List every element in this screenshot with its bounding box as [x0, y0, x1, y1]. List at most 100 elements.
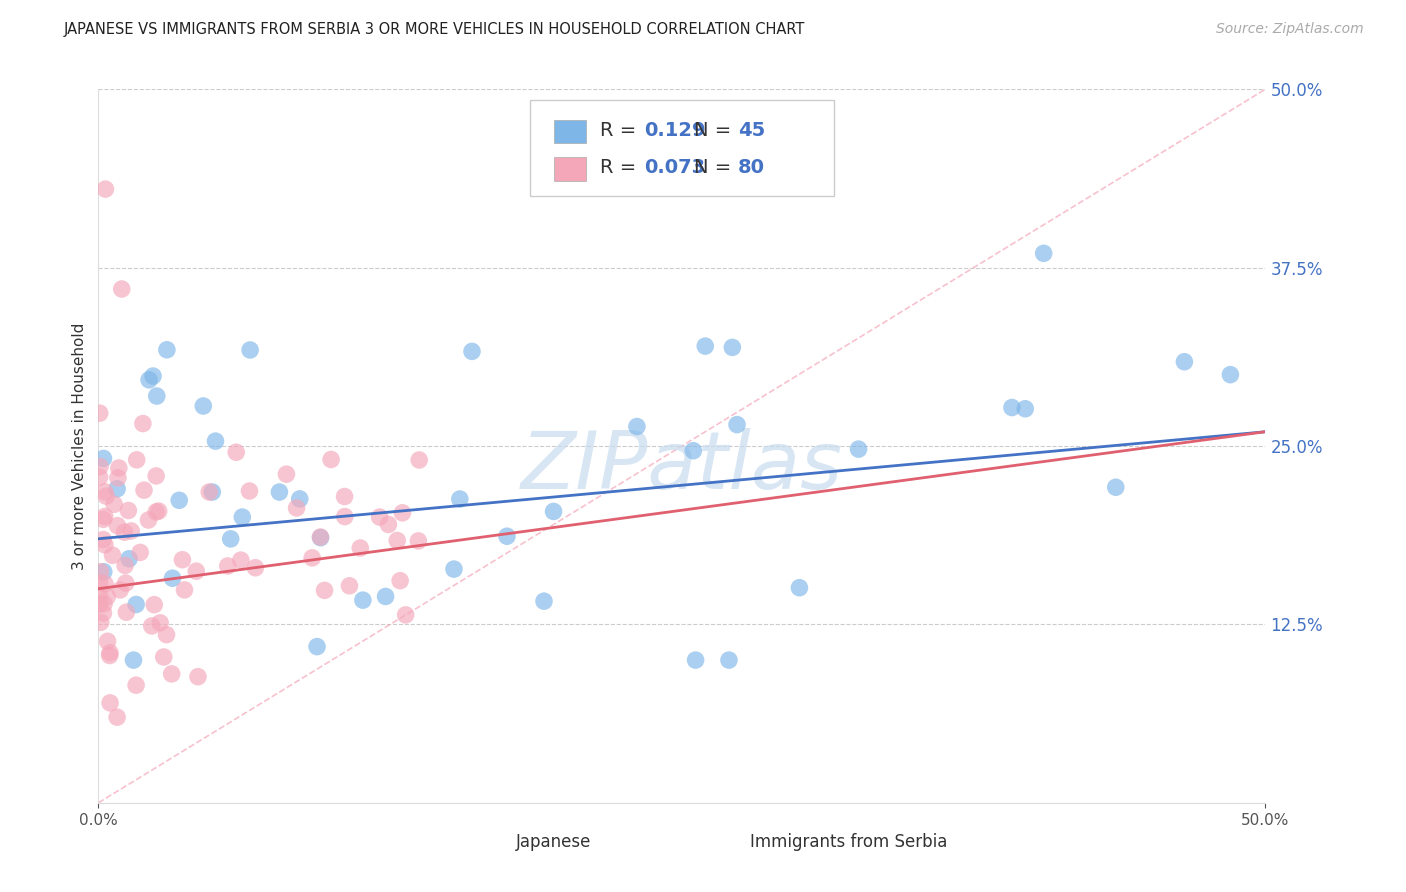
Text: 0.129: 0.129: [644, 121, 706, 140]
Point: [141, 619, 163, 633]
Point: [93, 451, 115, 466]
Point: [152, 650, 174, 665]
Point: [98, 648, 121, 663]
Point: [288, 491, 311, 506]
Point: [138, 373, 160, 387]
Point: [89, 470, 111, 484]
Point: [395, 607, 418, 622]
Point: [285, 500, 308, 515]
Point: [89, 597, 111, 611]
Point: [94, 576, 117, 591]
Point: [91, 533, 114, 547]
Point: [391, 506, 413, 520]
Point: [98, 696, 121, 710]
Point: [339, 579, 361, 593]
Point: [333, 509, 356, 524]
FancyBboxPatch shape: [554, 120, 586, 144]
FancyBboxPatch shape: [530, 100, 834, 196]
Text: N =: N =: [693, 158, 737, 178]
Point: [142, 369, 165, 384]
Point: [97, 634, 120, 648]
Point: [114, 558, 136, 573]
Point: [132, 417, 155, 431]
Point: [449, 491, 471, 506]
Point: [132, 483, 155, 497]
Point: [93, 565, 115, 579]
Point: [156, 343, 179, 357]
Point: [725, 417, 748, 432]
Point: [239, 343, 262, 357]
Point: [319, 452, 342, 467]
Point: [187, 670, 209, 684]
Point: [204, 434, 226, 449]
Point: [225, 445, 247, 459]
Text: JAPANESE VS IMMIGRANTS FROM SERBIA 3 OR MORE VEHICLES IN HOUSEHOLD CORRELATION C: JAPANESE VS IMMIGRANTS FROM SERBIA 3 OR …: [63, 22, 804, 37]
Text: 45: 45: [738, 121, 765, 140]
FancyBboxPatch shape: [554, 157, 586, 180]
Point: [533, 594, 555, 608]
Point: [89, 406, 111, 420]
Point: [314, 583, 336, 598]
Point: [309, 530, 332, 544]
Point: [125, 678, 148, 692]
Point: [98, 646, 121, 660]
Point: [93, 512, 115, 526]
Text: R =: R =: [600, 158, 643, 178]
Point: [108, 582, 131, 597]
Point: [717, 653, 740, 667]
Point: [89, 459, 111, 474]
Point: [117, 503, 139, 517]
Point: [238, 483, 260, 498]
Point: [229, 553, 252, 567]
Point: [89, 565, 111, 579]
Point: [685, 653, 707, 667]
Point: [101, 549, 124, 563]
Point: [374, 590, 396, 604]
Point: [305, 640, 328, 654]
Point: [1105, 480, 1128, 494]
Text: ZIPatlas: ZIPatlas: [520, 428, 844, 507]
Point: [1219, 368, 1241, 382]
Point: [162, 571, 184, 585]
Point: [93, 597, 115, 611]
Point: [368, 510, 391, 524]
Point: [138, 513, 160, 527]
Point: [1014, 401, 1036, 416]
Point: [443, 562, 465, 576]
Point: [721, 340, 744, 354]
Point: [269, 485, 291, 500]
Text: Immigrants from Serbia: Immigrants from Serbia: [749, 833, 948, 851]
Point: [848, 442, 870, 457]
Point: [155, 627, 177, 641]
Text: Japanese: Japanese: [516, 833, 592, 851]
Point: [245, 560, 267, 574]
Point: [276, 467, 298, 482]
Text: R =: R =: [600, 121, 643, 140]
Text: Source: ZipAtlas.com: Source: ZipAtlas.com: [1216, 22, 1364, 37]
Point: [461, 344, 484, 359]
Point: [1173, 355, 1195, 369]
Point: [173, 582, 195, 597]
Point: [146, 389, 169, 403]
Point: [496, 529, 519, 543]
Point: [90, 615, 112, 630]
Point: [118, 551, 141, 566]
Point: [125, 452, 148, 467]
Point: [103, 497, 125, 511]
Point: [301, 550, 323, 565]
Point: [682, 443, 704, 458]
Point: [125, 598, 148, 612]
Point: [198, 485, 221, 500]
Text: 80: 80: [738, 158, 765, 178]
Y-axis label: 3 or more Vehicles in Household: 3 or more Vehicles in Household: [72, 322, 87, 570]
Point: [89, 589, 111, 603]
Point: [789, 581, 811, 595]
Point: [108, 461, 131, 475]
Point: [1001, 401, 1024, 415]
Point: [352, 593, 374, 607]
Point: [219, 532, 242, 546]
Point: [107, 471, 129, 485]
Point: [93, 606, 115, 620]
Point: [149, 615, 172, 630]
Point: [129, 545, 152, 559]
